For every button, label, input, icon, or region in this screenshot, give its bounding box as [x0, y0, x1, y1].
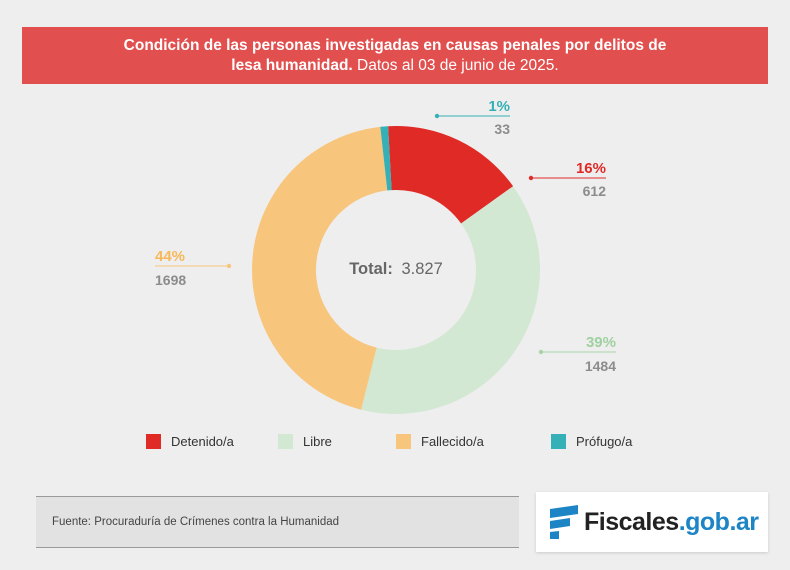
legend-swatch-detenido-a	[146, 434, 161, 449]
data-label-value-detenido-a: 612	[583, 183, 607, 199]
fiscales-logo-text: Fiscales.gob.ar	[584, 508, 759, 537]
fiscales-logo: Fiscales.gob.ar	[536, 492, 768, 552]
source-text: Fuente: Procuraduría de Crímenes contra …	[52, 516, 340, 528]
data-label-percent-profugo-a: 1%	[488, 98, 510, 115]
logo-text-domain: .gob.ar	[678, 507, 759, 536]
legend-item-libre: Libre	[278, 434, 332, 449]
chart-title-bold-2: lesa humanidad.	[231, 56, 353, 74]
center-label-title: Total:	[349, 260, 393, 278]
data-label-percent-detenido-a: 16%	[576, 160, 606, 177]
source-box: Fuente: Procuraduría de Crímenes contra …	[36, 496, 519, 548]
legend-item-fallecido-a: Fallecido/a	[396, 434, 484, 449]
chart-title-line2: lesa humanidad. Datos al 03 de junio de …	[231, 56, 558, 76]
legend-swatch-libre	[278, 434, 293, 449]
data-label-percent-libre: 39%	[586, 334, 616, 351]
logo-text-main: Fiscales	[584, 507, 679, 536]
chart-title-bold-1: Condición de las personas investigadas e…	[123, 36, 667, 54]
center-label: Total: 3.827	[349, 260, 443, 278]
legend-label-fallecido-a: Fallecido/a	[421, 434, 484, 449]
legend-swatch-fallecido-a	[396, 434, 411, 449]
slice-profugo-a	[380, 126, 392, 191]
data-label-percent-fallecido-a: 44%	[155, 248, 185, 265]
callout-dot-detenido-a	[528, 175, 534, 181]
chart-title-date: Datos al 03 de junio de 2025.	[357, 56, 559, 74]
legend-swatch-profugo-a	[551, 434, 566, 449]
slice-detenido-a	[388, 126, 514, 224]
chart-title-banner: Condición de las personas investigadas e…	[22, 27, 768, 84]
donut-slices	[251, 126, 540, 414]
fiscales-logo-icon	[550, 505, 578, 539]
data-label-value-libre: 1484	[585, 358, 616, 374]
callout-dot-profugo-a	[434, 113, 440, 119]
center-label-value: 3.827	[401, 260, 442, 278]
callout-dot-libre	[538, 349, 544, 355]
chart-legend: Detenido/a Libre Fallecido/a Prófugo/a	[146, 434, 666, 454]
legend-item-detenido-a: Detenido/a	[146, 434, 234, 449]
slice-libre	[361, 186, 540, 414]
chart-title-line1: Condición de las personas investigadas e…	[124, 36, 667, 56]
legend-label-libre: Libre	[303, 434, 332, 449]
legend-label-detenido-a: Detenido/a	[171, 434, 234, 449]
callout-dot-fallecido-a	[226, 263, 232, 269]
data-label-value-fallecido-a: 1698	[155, 272, 186, 288]
slice-callouts: 16% 612 39% 1484 44% 1698 1% 33	[155, 98, 616, 374]
slice-fallecido-a	[251, 126, 388, 410]
legend-item-profugo-a: Prófugo/a	[551, 434, 632, 449]
legend-label-profugo-a: Prófugo/a	[576, 434, 633, 449]
data-label-value-profugo-a: 33	[494, 121, 510, 137]
